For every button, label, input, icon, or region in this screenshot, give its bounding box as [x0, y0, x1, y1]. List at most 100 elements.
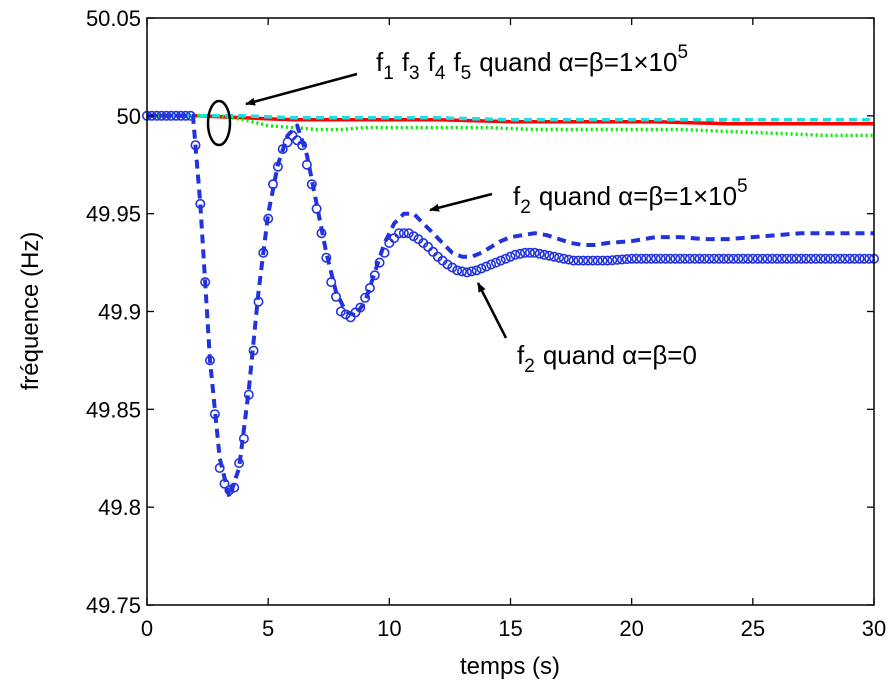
series-point [747, 253, 758, 264]
y-tick-label: 49.95 [86, 202, 141, 227]
series-point [650, 253, 661, 264]
series-point [767, 253, 778, 264]
series-point [641, 253, 652, 264]
y-tick-label: 49.8 [98, 495, 141, 520]
series-point [636, 253, 647, 264]
series-point [684, 253, 695, 264]
series-point [660, 253, 671, 264]
series-point [340, 309, 351, 320]
series-point [835, 253, 846, 264]
series-line [147, 114, 874, 122]
series-point [844, 253, 855, 264]
series-point [810, 253, 821, 264]
series-point [180, 110, 191, 121]
series-point [791, 253, 802, 264]
series-point [330, 291, 341, 302]
series-point [297, 140, 308, 151]
series-point [166, 110, 177, 121]
series-point [161, 110, 172, 121]
y-tick-label: 50 [117, 104, 141, 129]
series-point [694, 253, 705, 264]
y-tick-label: 49.85 [86, 397, 141, 422]
series-point [316, 228, 327, 239]
series-point [456, 266, 467, 277]
series-point [510, 249, 521, 260]
annotation-2: f2 quand α=β=1×105 [513, 176, 748, 218]
series-point [859, 253, 870, 264]
series-point [253, 296, 264, 307]
series-point [301, 159, 312, 170]
series-point [723, 253, 734, 264]
series-point [738, 253, 749, 264]
series-point [626, 253, 637, 264]
series-point [689, 253, 700, 264]
series-point [602, 255, 613, 266]
series-point [306, 179, 317, 190]
series-point [519, 247, 530, 258]
x-tick-label: 15 [498, 616, 522, 641]
series-point [461, 267, 472, 278]
series-point [471, 265, 482, 276]
series-point [403, 228, 414, 239]
series-point [263, 213, 274, 224]
series-line [147, 114, 874, 138]
series-point [612, 254, 623, 265]
x-tick-label: 5 [262, 616, 274, 641]
series-point [854, 253, 865, 264]
series-point [616, 254, 627, 265]
series-layer [142, 110, 879, 500]
series-point [452, 265, 463, 276]
annotation-arrow-1 [245, 72, 358, 106]
series-point [762, 253, 773, 264]
series-point [675, 253, 686, 264]
series-point [234, 458, 245, 469]
series-point [258, 247, 269, 258]
series-point [704, 253, 715, 264]
series-point [587, 255, 598, 266]
series-line [147, 114, 874, 126]
series-point [476, 263, 487, 274]
series-point [839, 253, 850, 264]
x-ticks: 0 5 10 15 20 25 30 [141, 18, 886, 641]
y-tick-label: 49.75 [86, 593, 141, 618]
series-point [805, 253, 816, 264]
series-point [205, 355, 216, 366]
series-point [631, 253, 642, 264]
series-point [369, 270, 380, 281]
series-point [272, 161, 283, 172]
series-point [466, 266, 477, 277]
x-tick-label: 30 [862, 616, 886, 641]
series-point [243, 389, 254, 400]
series-point [553, 252, 564, 263]
series-point [156, 110, 167, 121]
series-point [776, 253, 787, 264]
series-point [665, 253, 676, 264]
series-point [355, 302, 366, 313]
series-point [549, 251, 560, 262]
x-tick-label: 20 [619, 616, 643, 641]
series-point [757, 253, 768, 264]
series-point [568, 255, 579, 266]
series-point [524, 247, 535, 258]
series-point [267, 179, 278, 190]
series-point [849, 253, 860, 264]
series-point [200, 277, 211, 288]
annotation-1: f1 f3 f4 f5 quand α=β=1×105 [376, 42, 688, 84]
series-point [505, 251, 516, 262]
series-point [646, 253, 657, 264]
series-point [709, 253, 720, 264]
annotation-3: f2 quand α=β=0 [517, 340, 697, 377]
series-point [219, 478, 230, 489]
series-point [830, 253, 841, 264]
series-point [495, 255, 506, 266]
series-f2-alpha0 [142, 110, 879, 496]
series-point [481, 261, 492, 272]
series-point [282, 137, 293, 148]
series-point [781, 253, 792, 264]
series-point [578, 255, 589, 266]
series-point [607, 255, 618, 266]
series-point [374, 257, 385, 268]
series-point [563, 254, 574, 265]
series-point [490, 257, 501, 268]
annotation-arrow-2 [429, 192, 493, 212]
